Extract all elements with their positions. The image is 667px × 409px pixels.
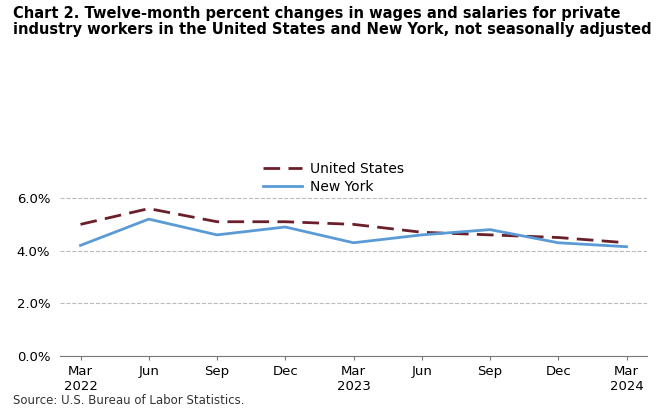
New York xyxy=(622,244,630,249)
Text: Source: U.S. Bureau of Labor Statistics.: Source: U.S. Bureau of Labor Statistics. xyxy=(13,394,245,407)
Text: industry workers in the United States and New York, not seasonally adjusted: industry workers in the United States an… xyxy=(13,22,652,38)
United States xyxy=(350,222,358,227)
Text: Chart 2. Twelve-month percent changes in wages and salaries for private: Chart 2. Twelve-month percent changes in… xyxy=(13,6,621,21)
New York xyxy=(213,232,221,237)
United States xyxy=(145,206,153,211)
New York xyxy=(281,225,289,229)
Legend: United States, New York: United States, New York xyxy=(257,156,410,200)
New York xyxy=(350,240,358,245)
New York xyxy=(77,243,85,248)
New York xyxy=(554,240,562,245)
United States xyxy=(554,235,562,240)
New York xyxy=(418,232,426,237)
Line: New York: New York xyxy=(81,219,626,247)
United States xyxy=(486,232,494,237)
Line: United States: United States xyxy=(81,209,626,243)
New York xyxy=(145,217,153,222)
United States xyxy=(281,219,289,224)
United States xyxy=(213,219,221,224)
New York xyxy=(486,227,494,232)
United States xyxy=(77,222,85,227)
United States xyxy=(418,230,426,235)
United States xyxy=(622,240,630,245)
